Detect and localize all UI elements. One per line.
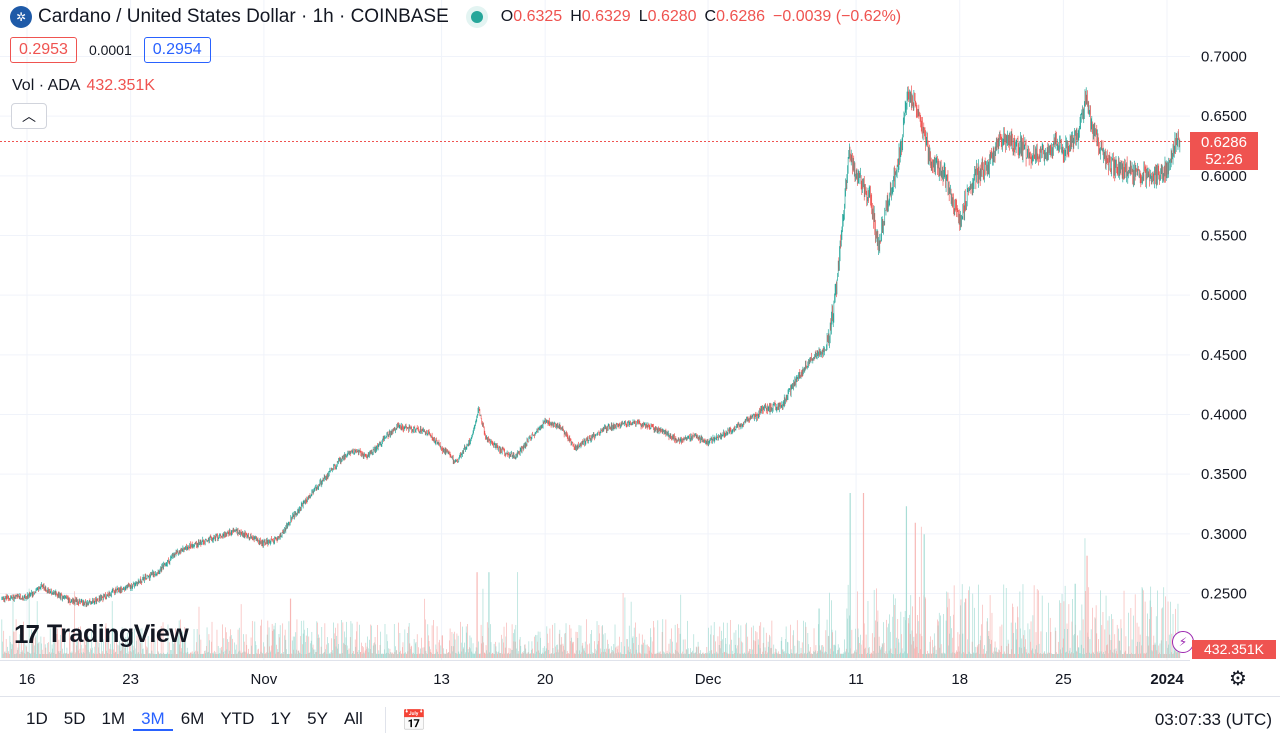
- tradingview-logo[interactable]: 17 TradingView: [14, 619, 189, 650]
- y-tick-label: 0.6000: [1201, 168, 1247, 185]
- gear-icon[interactable]: ⚙: [1229, 667, 1247, 690]
- tradingview-logo-mark: 17: [14, 619, 40, 649]
- range-button-6m[interactable]: 6M: [180, 709, 205, 728]
- y-tick-label: 0.2500: [1201, 586, 1247, 603]
- high-label: H: [570, 8, 582, 25]
- y-tick-label: 0.4000: [1201, 407, 1247, 424]
- x-tick-label: 2024: [1150, 671, 1184, 688]
- y-tick-label: 0.6500: [1201, 108, 1247, 125]
- close-value: 0.6286: [716, 8, 766, 25]
- cardano-icon[interactable]: ✲: [10, 6, 32, 28]
- utc-clock[interactable]: 03:07:33 (UTC): [1154, 710, 1272, 729]
- chevron-up-icon: ︿: [22, 108, 36, 124]
- x-tick-label: Dec: [695, 671, 722, 688]
- volume-tag: 432.351K: [1192, 640, 1276, 659]
- range-button-1m[interactable]: 1M: [101, 709, 126, 728]
- y-tick-label: 0.7000: [1201, 49, 1247, 66]
- market-open-dot-icon: [470, 11, 483, 23]
- collapse-legend-button[interactable]: ︿: [11, 103, 47, 129]
- chart-header: ✲ Cardano / United States Dollar · 1h · …: [10, 5, 901, 29]
- range-selector: 1D 5D 1M 3M 6M YTD 1Y 5Y All: [18, 709, 371, 731]
- volume-value: 432.351K: [86, 77, 155, 94]
- x-tick-label: 11: [848, 671, 864, 688]
- symbol-title[interactable]: Cardano / United States Dollar · 1h · CO…: [38, 6, 449, 27]
- x-tick-label: 23: [122, 671, 139, 688]
- sell-button[interactable]: 0.2953: [10, 37, 77, 63]
- x-tick-label: 16: [19, 671, 36, 688]
- spread-value: 0.0001: [88, 42, 132, 58]
- bar-countdown: 52:26: [1205, 151, 1243, 168]
- ohlc-legend: O0.6325 H0.6329 L0.6280 C0.6286 −0.0039 …: [501, 8, 901, 26]
- bottom-toolbar: 1D 5D 1M 3M 6M YTD 1Y 5Y All 📅 03:07:33 (UTC): [0, 696, 1280, 743]
- toolbar-divider: [384, 707, 386, 733]
- last-price-value: 0.6286: [1201, 134, 1247, 151]
- tradingview-logo-text: TradingView: [46, 620, 189, 648]
- x-tick-label: 18: [951, 671, 968, 688]
- y-tick-label: 0.5000: [1201, 287, 1247, 304]
- x-tick-label: Nov: [251, 671, 278, 688]
- y-tick-label: 0.3500: [1201, 466, 1247, 483]
- low-label: L: [638, 8, 648, 25]
- low-value: 0.6280: [647, 8, 697, 25]
- calendar-range-icon[interactable]: 📅: [401, 709, 427, 732]
- range-button-5d[interactable]: 5D: [63, 709, 86, 728]
- open-label: O: [500, 8, 514, 25]
- lightning-icon[interactable]: ⚡: [1172, 631, 1194, 653]
- open-value: 0.6325: [513, 8, 563, 25]
- range-button-all[interactable]: All: [343, 709, 363, 728]
- range-button-3m[interactable]: 3M: [133, 709, 173, 731]
- volume-label: Vol · ADA: [12, 77, 81, 94]
- high-value: 0.6329: [581, 8, 631, 25]
- range-button-1y[interactable]: 1Y: [270, 709, 292, 728]
- buy-button[interactable]: 0.2954: [143, 37, 211, 63]
- quote-panel: 0.2953 0.0001 0.2954: [10, 37, 211, 63]
- x-tick-label: 25: [1055, 671, 1072, 688]
- close-label: C: [704, 8, 717, 25]
- last-price-tag: 0.6286 52:26: [1190, 132, 1258, 170]
- x-tick-label: 13: [433, 671, 450, 688]
- y-tick-label: 0.3000: [1201, 526, 1247, 543]
- range-button-1d[interactable]: 1D: [26, 709, 48, 728]
- volume-legend[interactable]: Vol · ADA 432.351K: [12, 77, 155, 95]
- change-value: −0.0039 (−0.62%): [773, 8, 902, 25]
- range-button-ytd[interactable]: YTD: [220, 709, 255, 728]
- range-button-5y[interactable]: 5Y: [307, 709, 328, 728]
- x-tick-label: 20: [537, 671, 554, 688]
- y-tick-label: 0.5500: [1201, 228, 1247, 245]
- y-tick-label: 0.4500: [1201, 347, 1247, 364]
